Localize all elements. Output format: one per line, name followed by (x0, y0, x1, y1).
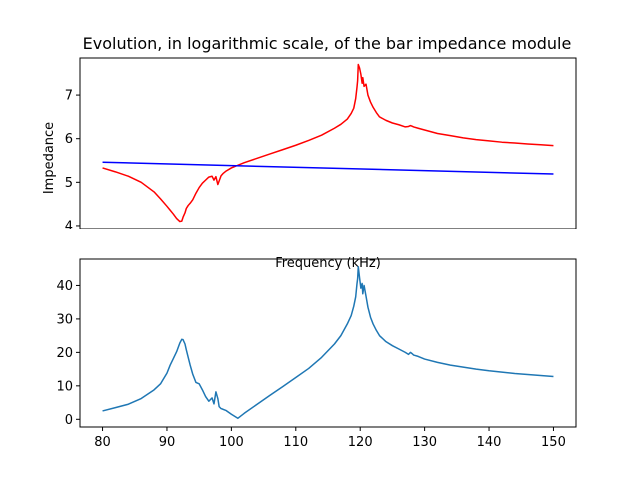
top-y-tick-label: 5 (65, 176, 73, 191)
bottom-series-layer (102, 265, 554, 420)
bottom-plot-panel: 80 90 100 110 120 130 140 150 0 10 20 30 40 (56, 258, 577, 450)
bottom-y-tick-label: 10 (56, 379, 73, 394)
bottom-x-tick-label: 120 (348, 435, 373, 450)
top-series-line-1 (102, 161, 554, 175)
top-series-line-0 (102, 63, 554, 223)
bottom-y-tick-label: 40 (56, 279, 73, 294)
bottom-x-tick-label: 140 (477, 435, 502, 450)
bottom-x-tick-label: 80 (94, 435, 111, 450)
y-axis-label: Impedance (42, 122, 57, 194)
x-axis-label: Frequency (kHz) (275, 256, 381, 271)
bottom-axis-ticks: 80 90 100 110 120 130 140 150 0 10 20 30 40 (56, 279, 565, 450)
top-series-layer (102, 63, 554, 223)
bottom-y-tick-label: 30 (56, 312, 73, 327)
chart-title: Evolution, in logarithmic scale, of the … (83, 34, 572, 53)
bottom-series-line-0 (102, 265, 554, 420)
bottom-y-tick-label: 20 (56, 346, 73, 361)
bottom-x-tick-label: 130 (412, 435, 437, 450)
bottom-x-tick-label: 100 (219, 435, 244, 450)
top-y-tick-label: 6 (65, 132, 73, 147)
bottom-x-tick-label: 110 (283, 435, 308, 450)
bottom-x-tick-label: 90 (159, 435, 176, 450)
bottom-plot-frame (79, 258, 577, 428)
bottom-y-tick-label: 0 (65, 413, 73, 428)
top-y-tick-label: 7 (65, 89, 73, 104)
top-y-tick-label: 4 (65, 219, 73, 234)
panel-gap (0, 229, 640, 259)
bottom-x-tick-label: 150 (541, 435, 566, 450)
